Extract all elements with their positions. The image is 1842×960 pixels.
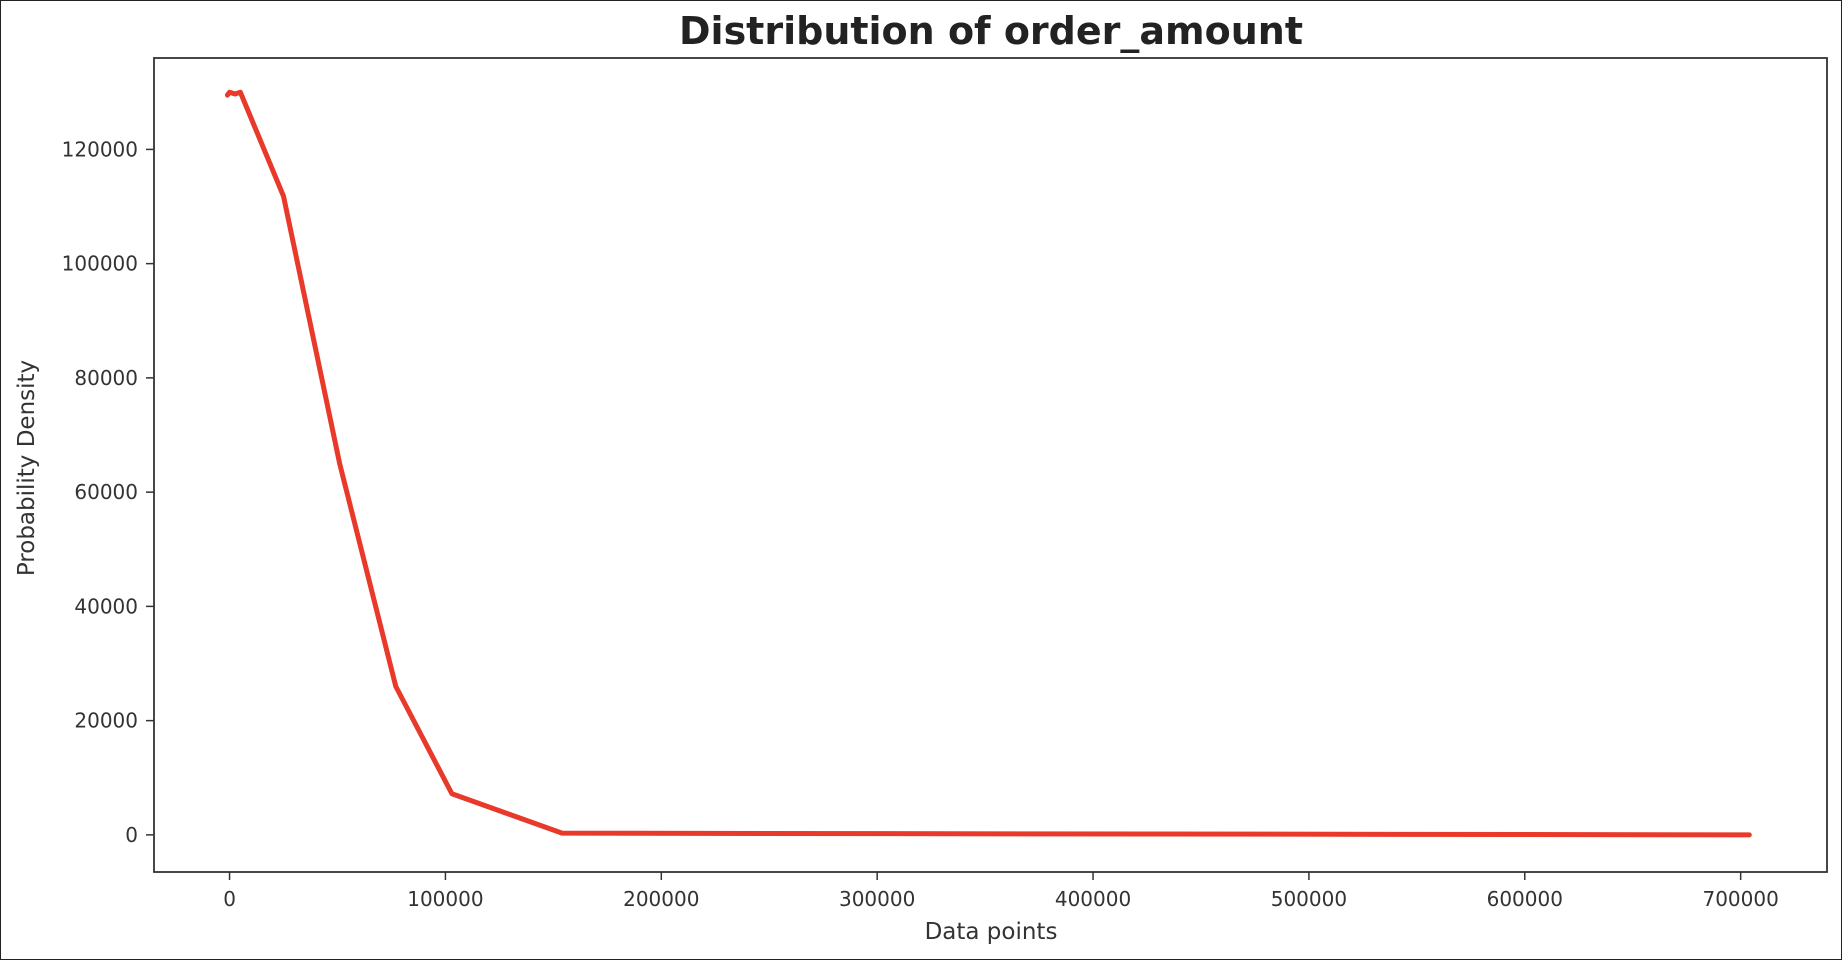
y-tick-label: 40000 (74, 594, 138, 618)
plot-area (153, 57, 1828, 873)
y-tick-label: 120000 (62, 137, 138, 161)
x-tick-label: 0 (223, 887, 236, 911)
x-tick-label: 200000 (623, 887, 699, 911)
chart-title: Distribution of order_amount (679, 9, 1303, 53)
y-axis-ticks: 0 20000 40000 60000 80000 100000 120000 (62, 137, 154, 847)
y-tick-label: 0 (125, 823, 138, 847)
density-line (224, 89, 1752, 838)
x-tick-label: 700000 (1702, 887, 1778, 911)
x-axis-label: Data points (925, 919, 1058, 945)
y-tick-label: 20000 (74, 709, 138, 733)
y-axis-label: Probability Density (14, 360, 40, 576)
x-tick-label: 100000 (407, 887, 483, 911)
x-tick-label: 300000 (839, 887, 915, 911)
y-tick-label: 80000 (74, 366, 138, 390)
x-tick-label: 600000 (1487, 887, 1563, 911)
x-tick-label: 400000 (1055, 887, 1131, 911)
y-tick-label: 60000 (74, 480, 138, 504)
y-tick-label: 100000 (62, 252, 138, 276)
series-layer (224, 89, 1752, 838)
x-tick-label: 500000 (1271, 887, 1347, 911)
x-axis-ticks: 0 100000 200000 300000 400000 500000 600000 700… (223, 872, 1779, 911)
